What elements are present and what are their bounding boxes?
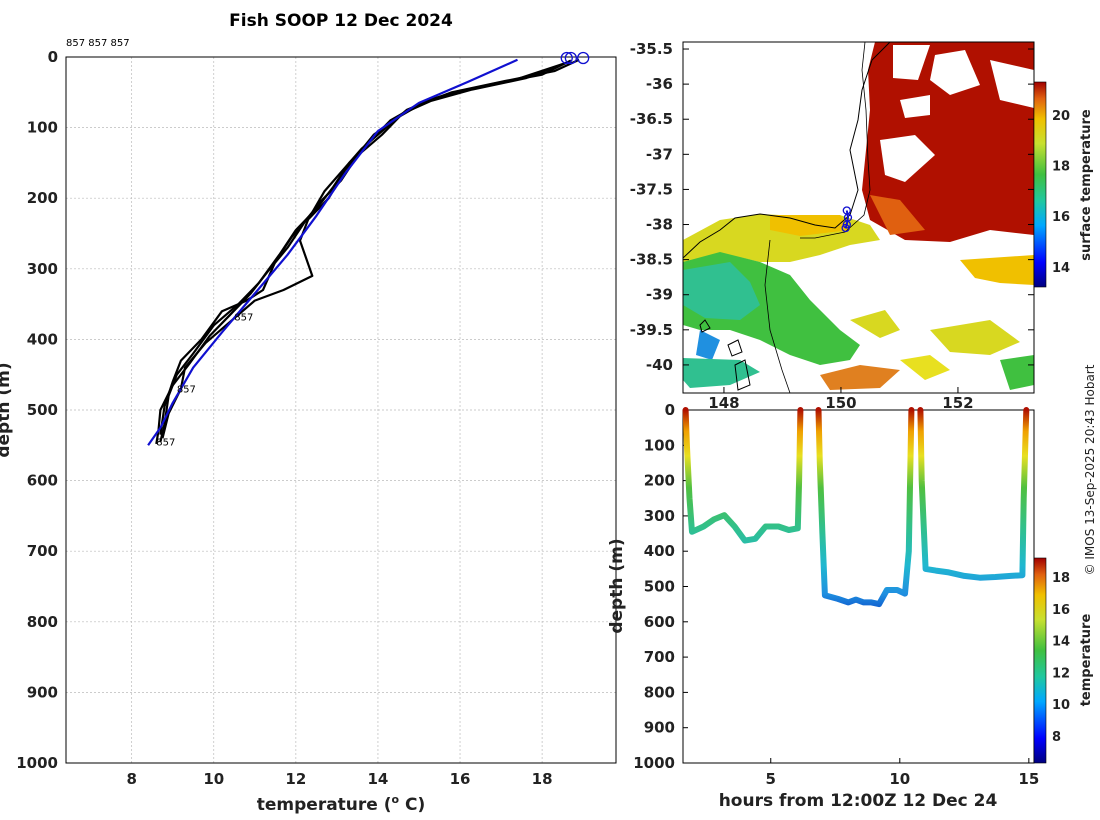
sst-colorbar	[1033, 81, 1047, 288]
timeseries-track-segment	[815, 407, 915, 608]
map-y-tick-label: -38.5	[630, 251, 673, 269]
temperature-colorbar	[1033, 557, 1047, 764]
timeseries-y-tick-label: 900	[644, 719, 675, 737]
profile-grid	[66, 56, 616, 764]
temperature-colorbar-tick-label: 12	[1052, 666, 1070, 681]
profile-x-tick-label: 8	[126, 770, 136, 788]
profile-start-marker	[577, 51, 590, 65]
map-y-tick-label: -37.5	[630, 180, 673, 198]
profile-y-tick-label: 300	[27, 260, 58, 278]
profile-y-tick-label: 900	[27, 683, 58, 701]
sst-colorbar-tick-label: 16	[1052, 210, 1070, 225]
map-x-tick-label: 150	[825, 394, 856, 412]
temperature-colorbar-tick-label: 10	[1052, 698, 1070, 713]
temperature-colorbar-tick-label: 8	[1052, 730, 1061, 745]
warm-water-region	[862, 42, 1034, 242]
timeseries-x-label: hours from 12:00Z 12 Dec 24	[719, 791, 998, 811]
profile-x-tick-label: 12	[285, 770, 306, 788]
timeseries-track-segment	[682, 407, 804, 544]
timeseries-y-tick-label: 200	[644, 472, 675, 490]
timeseries-y-tick-label: 400	[644, 542, 675, 560]
timeseries-x-tick-label: 15	[1018, 770, 1039, 788]
temperature-colorbar-label: temperature	[1079, 614, 1094, 707]
timeseries-y-tick-label: 300	[644, 507, 675, 525]
timeseries-track	[682, 407, 1030, 608]
profile-start-marker	[564, 51, 578, 65]
map-x-tick-label: 152	[942, 394, 973, 412]
temperature-colorbar-tick-label: 14	[1052, 635, 1070, 650]
map-y-tick-label: -38	[646, 216, 673, 234]
profile-start-marker	[560, 51, 573, 65]
timeseries-ticks: 0 100 200 300 400 500 600 700 800 900 1000 5 10 15	[633, 401, 1039, 788]
timeseries-x-tick-label: 10	[889, 770, 910, 788]
profile-annotations: 857 857 857	[156, 312, 253, 448]
profile-y-tick-label: 400	[27, 330, 58, 348]
profile-annotation: 857	[156, 437, 175, 448]
timeseries-y-tick-label: 800	[644, 683, 675, 701]
map-y-tick-label: -39	[646, 286, 673, 304]
profile-x-tick-label: 10	[203, 770, 224, 788]
profile-line	[161, 58, 580, 439]
profile-axes-box	[65, 56, 617, 764]
profile-line	[159, 59, 572, 443]
profile-series-group	[147, 51, 590, 446]
timeseries-axes-box	[682, 409, 1035, 764]
profile-line	[155, 61, 568, 445]
profile-y-tick-label: 1000	[16, 754, 58, 772]
timeseries-track-segment	[917, 407, 1030, 581]
profile-top-annotation: 857 857 857	[66, 38, 130, 49]
profile-y-tick-label: 800	[27, 613, 58, 631]
timeseries-y-tick-label: 1000	[633, 754, 675, 772]
copyright-notice: © IMOS 13-Sep-2025 20:43 Hobart	[1083, 364, 1097, 575]
sst-colorbar-tick-label: 18	[1052, 160, 1070, 175]
timeseries-x-tick-label: 5	[766, 770, 776, 788]
profile-y-tick-label: 500	[27, 401, 58, 419]
profile-ticks: 8 10 12 14 16 18 0 100 200 300 400 500 600 700 800 900 1…	[16, 48, 552, 788]
profile-x-tick-label: 16	[450, 770, 471, 788]
sst-colorbar-label: surface temperature	[1079, 109, 1094, 261]
warm-front	[870, 195, 925, 235]
temperature-colorbar-ticks: 8 10 12 14 16 18	[1052, 571, 1070, 745]
map-track-point	[842, 220, 851, 229]
state-border	[800, 42, 871, 239]
temperature-colorbar-tick-label: 16	[1052, 603, 1070, 618]
profile-x-tick-label: 14	[368, 770, 389, 788]
profile-annotation: 857	[177, 384, 196, 395]
sst-colorbar-tick-label: 14	[1052, 261, 1070, 276]
profile-line	[159, 63, 563, 435]
map-y-tick-label: -35.5	[630, 40, 673, 58]
sst-map	[683, 42, 1034, 393]
profile-annotation: 857	[234, 312, 253, 323]
profile-y-tick-label: 100	[27, 119, 58, 137]
map-y-tick-label: -36.5	[630, 110, 673, 128]
timeseries-y-tick-label: 600	[644, 613, 675, 631]
coastline	[683, 42, 891, 259]
timeseries-y-tick-label: 0	[665, 401, 675, 419]
profile-y-tick-label: 0	[48, 48, 58, 66]
map-y-tick-label: -39.5	[630, 321, 673, 339]
temperature-colorbar-tick-label: 18	[1052, 571, 1070, 586]
timeseries-y-tick-label: 700	[644, 648, 675, 666]
map-y-tick-label: -36	[646, 75, 673, 93]
sst-colorbar-ticks: 14 16 18 20	[1052, 109, 1070, 276]
map-x-tick-label: 148	[708, 394, 739, 412]
profile-y-label: depth (m)	[0, 362, 14, 457]
map-track-point	[841, 223, 850, 233]
map-axes: -35.5 -36 -36.5 -37 -37.5 -38 -38.5 -39 -39.5 -40…	[630, 40, 1035, 412]
profile-x-label: temperature (o C)	[257, 793, 426, 815]
timeseries-y-label: depth (m)	[607, 538, 627, 633]
timeseries-y-tick-label: 500	[644, 578, 675, 596]
profile-x-tick-label: 18	[532, 770, 553, 788]
sst-colorbar-tick-label: 20	[1052, 109, 1070, 124]
map-y-tick-label: -37	[646, 145, 673, 163]
profile-y-tick-label: 700	[27, 542, 58, 560]
profile-title: Fish SOOP 12 Dec 2024	[229, 11, 453, 31]
profile-line	[147, 58, 518, 446]
map-y-tick-label: -40	[646, 356, 673, 374]
profile-y-tick-label: 200	[27, 189, 58, 207]
map-ship-track	[841, 206, 853, 233]
timeseries-y-tick-label: 100	[644, 436, 675, 454]
profile-y-tick-label: 600	[27, 472, 58, 490]
